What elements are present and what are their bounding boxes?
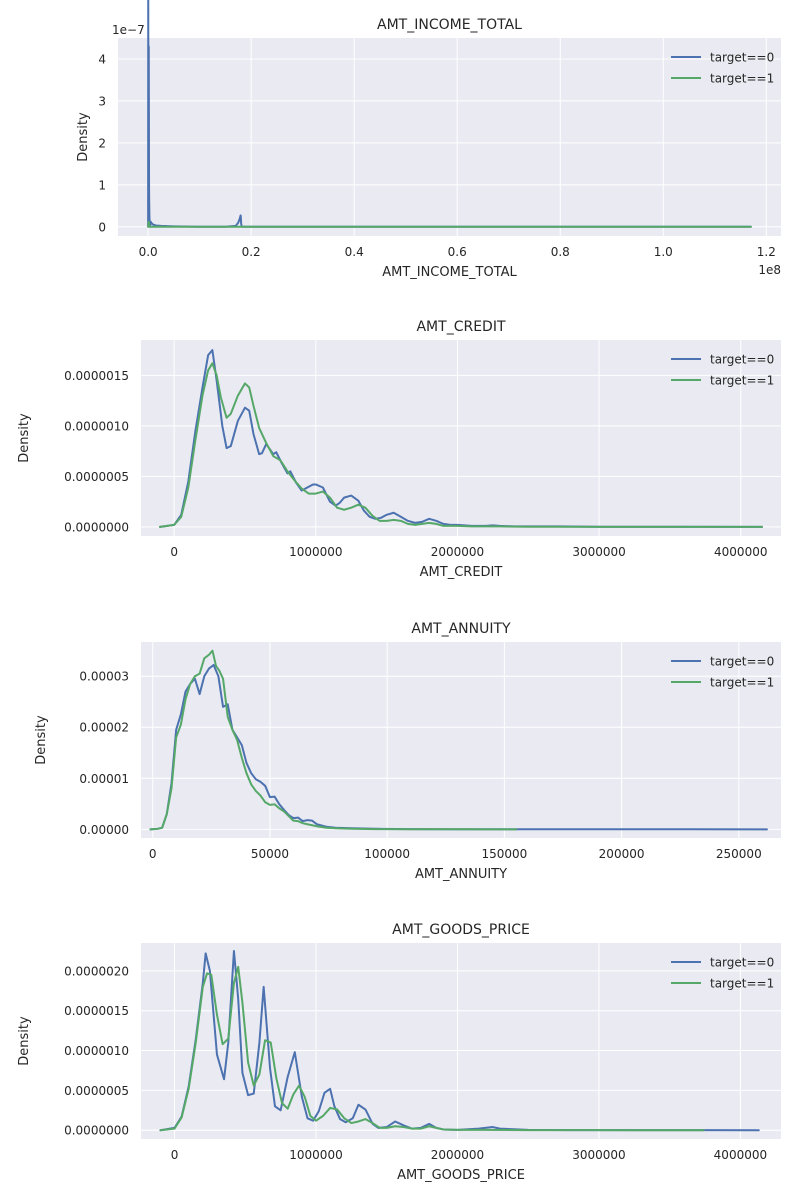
x-tick-label: 250000: [716, 847, 762, 861]
x-axis-label: AMT_GOODS_PRICE: [397, 1168, 525, 1183]
y-axis-label: Density: [34, 715, 49, 765]
x-tick-label: 0: [149, 847, 157, 861]
series-line-target-1: [159, 965, 705, 1132]
y-tick-label: 4: [98, 52, 106, 66]
x-tick-label: 2000000: [431, 1148, 484, 1162]
x-tick-label: 200000: [599, 847, 645, 861]
y-axis-label: Density: [17, 413, 32, 463]
series-line-target-1: [147, 220, 752, 228]
x-tick-label: 150000: [481, 847, 527, 861]
grid-lines: [118, 38, 781, 236]
x-tick-label: 1.2: [757, 245, 776, 259]
subplot-1: 0.0 0.2 0.4 0.6 0.8 1.0 1.2 0 1 2 3 4 AMT_INCOME_TOT…: [76, 0, 781, 280]
y-tick-label: 0.00002: [79, 721, 129, 735]
legend: target==0 target==1: [671, 655, 774, 690]
subplot-4: 0 1000000 2000000 3000000 4000000 0.0000000 0.…: [17, 922, 781, 1183]
y-tick-label: 1: [98, 178, 106, 192]
y-tick-label: 0.0000020: [64, 964, 129, 978]
x-tick-label: 1000000: [289, 1148, 342, 1162]
x-axis-label: AMT_ANNUITY: [415, 867, 507, 882]
legend: target==0 target==1: [671, 956, 774, 991]
legend-label: target==0: [710, 655, 774, 669]
legend-label: target==1: [710, 676, 774, 690]
chart-title: AMT_INCOME_TOTAL: [377, 17, 522, 33]
subplot-3: 0 50000 100000 150000 200000 250000 0.00000 0.0…: [34, 621, 781, 882]
y-tick-label: 0.0000000: [64, 1124, 129, 1138]
legend-label: target==0: [710, 353, 774, 367]
chart-title: AMT_GOODS_PRICE: [392, 922, 530, 938]
y-tick-label: 0.00000: [79, 823, 129, 837]
y-axis-label: Density: [76, 112, 91, 162]
y-tick-label: 2: [98, 136, 106, 150]
y-tick-label: 0.00003: [79, 670, 129, 684]
x-tick-label: 4000000: [714, 1148, 767, 1162]
legend: target==0 target==1: [671, 353, 774, 388]
legend-label: target==0: [710, 956, 774, 970]
x-tick-label: 0: [171, 1148, 179, 1162]
chart-title: AMT_CREDIT: [416, 319, 505, 335]
y-tick-label: 0.0000015: [64, 1004, 129, 1018]
y-tick-label: 0.00001: [79, 772, 129, 786]
plot-area: [141, 642, 781, 838]
x-tick-label: 3000000: [572, 545, 625, 559]
y-tick-label: 0.0000000: [64, 520, 129, 534]
x-tick-label: 0.6: [448, 245, 467, 259]
x-tick-label: 2000000: [431, 545, 484, 559]
legend: target==0 target==1: [671, 51, 774, 86]
x-tick-label: 0.8: [551, 245, 570, 259]
y-tick-label: 0.0000005: [64, 470, 129, 484]
x-tick-label: 0.0: [139, 245, 158, 259]
x-tick-label: 100000: [364, 847, 410, 861]
legend-label: target==1: [710, 977, 774, 991]
chart-title: AMT_ANNUITY: [411, 621, 511, 637]
x-tick-label: 1000000: [289, 545, 342, 559]
series-line-target-0: [158, 349, 764, 528]
x-tick-label: 4000000: [714, 545, 767, 559]
series-line-target-1: [158, 362, 764, 528]
x-tick-label: 50000: [251, 847, 289, 861]
series-line-target-1: [149, 649, 518, 831]
x-tick-label: 0: [170, 545, 178, 559]
x-axis-label: AMT_CREDIT: [420, 565, 503, 580]
y-offset-label: 1e−7: [112, 23, 145, 37]
subplot-2: 0 1000000 2000000 3000000 4000000 0.0000000 0.…: [17, 319, 781, 580]
legend-label: target==1: [710, 374, 774, 388]
plot-area: [118, 38, 781, 236]
x-tick-label: 0.2: [242, 245, 261, 259]
y-tick-label: 3: [98, 94, 106, 108]
y-tick-label: 0.0000010: [64, 1044, 129, 1058]
y-tick-label: 0.0000005: [64, 1084, 129, 1098]
x-tick-label: 0.4: [345, 245, 364, 259]
y-axis-label: Density: [17, 1016, 32, 1066]
legend-label: target==1: [710, 72, 774, 86]
x-tick-label: 3000000: [572, 1148, 625, 1162]
plot-area: [141, 340, 781, 536]
plot-area: [141, 943, 781, 1139]
x-tick-label: 1.0: [654, 245, 673, 259]
y-tick-label: 0.0000010: [64, 419, 129, 433]
x-offset-label: 1e8: [758, 263, 781, 277]
y-tick-label: 0.0000015: [64, 369, 129, 383]
x-axis-label: AMT_INCOME_TOTAL: [382, 265, 517, 280]
legend-label: target==0: [710, 51, 774, 65]
y-tick-label: 0: [98, 220, 106, 234]
